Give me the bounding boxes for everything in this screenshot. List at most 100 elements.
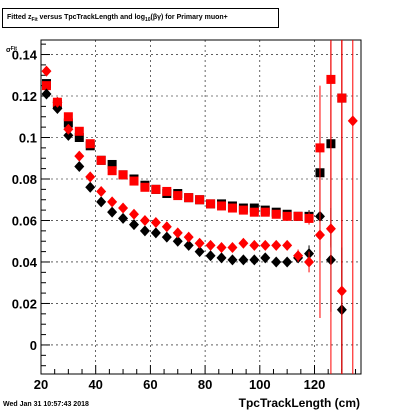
data-point bbox=[282, 256, 293, 268]
y-tick-label: 0.02 bbox=[12, 296, 37, 311]
data-point bbox=[150, 217, 161, 229]
y-axis-label: σFit bbox=[6, 46, 17, 54]
data-point bbox=[249, 254, 260, 266]
data-point bbox=[151, 184, 161, 194]
grid-lines bbox=[40, 40, 361, 374]
data-point bbox=[304, 256, 315, 268]
data-point bbox=[139, 214, 150, 226]
data-point bbox=[260, 252, 271, 264]
data-point bbox=[41, 88, 52, 100]
data-point bbox=[293, 250, 304, 262]
data-point bbox=[96, 185, 107, 197]
data-point bbox=[161, 231, 172, 243]
data-point bbox=[217, 201, 227, 211]
data-point bbox=[85, 171, 96, 183]
data-point bbox=[325, 223, 336, 235]
data-point bbox=[129, 176, 139, 186]
y-tick-label: 0.04 bbox=[12, 255, 38, 270]
data-point bbox=[161, 221, 172, 233]
data-point bbox=[74, 161, 85, 173]
data-point bbox=[41, 65, 52, 77]
data-point bbox=[282, 211, 292, 221]
data-point bbox=[216, 241, 227, 253]
data-point bbox=[107, 159, 117, 169]
data-point bbox=[52, 96, 63, 108]
data-point bbox=[74, 133, 84, 143]
x-axis-label: TpcTrackLength (cm) bbox=[238, 396, 360, 410]
data-point bbox=[314, 229, 325, 241]
title-suffix: (βγ) for Primary muon+ bbox=[150, 14, 228, 21]
y-tick-label: 0.1 bbox=[19, 131, 37, 146]
data-point bbox=[173, 191, 183, 201]
data-point bbox=[271, 239, 282, 251]
data-point bbox=[206, 199, 216, 209]
data-point bbox=[216, 252, 227, 264]
data-point bbox=[249, 207, 259, 217]
x-tick-label: 100 bbox=[249, 377, 271, 392]
data-layer bbox=[41, 40, 358, 374]
data-point bbox=[118, 202, 129, 214]
data-point bbox=[238, 205, 248, 215]
data-point bbox=[107, 206, 118, 218]
data-point bbox=[118, 170, 128, 180]
y-axis-label-main: σ bbox=[6, 47, 11, 54]
data-point bbox=[140, 182, 150, 192]
title-subscript-2: 10 bbox=[144, 17, 151, 23]
data-point bbox=[172, 235, 183, 247]
data-point bbox=[172, 227, 183, 239]
data-point bbox=[304, 213, 314, 223]
data-point bbox=[195, 195, 205, 205]
y-tick-label: 0 bbox=[30, 338, 37, 353]
data-point bbox=[205, 250, 216, 262]
data-point bbox=[85, 181, 96, 193]
data-point bbox=[293, 211, 303, 221]
data-point bbox=[227, 241, 238, 253]
title-prefix: Fitted z bbox=[7, 14, 32, 21]
data-point bbox=[107, 196, 118, 208]
data-point bbox=[96, 155, 106, 165]
data-point bbox=[162, 186, 172, 196]
title-subscript: Fit bbox=[31, 17, 38, 23]
data-point bbox=[260, 207, 270, 217]
data-point bbox=[128, 208, 139, 220]
data-point bbox=[63, 118, 73, 128]
data-point bbox=[238, 254, 249, 266]
plot-area bbox=[40, 39, 362, 375]
x-tick-label: 80 bbox=[198, 377, 212, 392]
data-point bbox=[227, 254, 238, 266]
series-3 bbox=[41, 40, 358, 374]
x-tick-label: 60 bbox=[143, 377, 157, 392]
data-point bbox=[74, 150, 85, 162]
data-point bbox=[271, 209, 281, 219]
data-point bbox=[63, 129, 74, 141]
x-tick-label: 120 bbox=[304, 377, 326, 392]
data-point bbox=[63, 112, 73, 122]
data-point bbox=[194, 237, 205, 249]
data-point bbox=[271, 256, 282, 268]
x-tick-label: 40 bbox=[88, 377, 102, 392]
y-axis-label-sub: Fit bbox=[10, 46, 17, 52]
chart-title: Fitted zFit versus TpcTrackLength and lo… bbox=[2, 8, 279, 28]
axes: 20 40 60 80 100 120 0 0.02 0.04 0.06 0.08 0.1 0.12 0.… bbox=[12, 43, 357, 392]
data-point bbox=[85, 139, 95, 149]
data-point bbox=[150, 227, 161, 239]
y-tick-label: 0.06 bbox=[12, 213, 37, 228]
data-point bbox=[128, 219, 139, 231]
data-point bbox=[336, 285, 347, 297]
data-point bbox=[260, 239, 271, 251]
title-middle: versus TpcTrackLength and log bbox=[37, 14, 145, 21]
data-point bbox=[183, 239, 194, 251]
data-point bbox=[194, 246, 205, 258]
data-point bbox=[205, 239, 216, 251]
y-tick-label: 0.14 bbox=[12, 48, 38, 63]
data-point bbox=[315, 143, 325, 153]
data-point bbox=[96, 196, 107, 208]
x-tick-label: 20 bbox=[34, 377, 48, 392]
data-point bbox=[347, 115, 358, 127]
data-point bbox=[74, 126, 84, 136]
data-point bbox=[41, 81, 51, 91]
data-point bbox=[139, 225, 150, 237]
data-point bbox=[107, 166, 117, 176]
